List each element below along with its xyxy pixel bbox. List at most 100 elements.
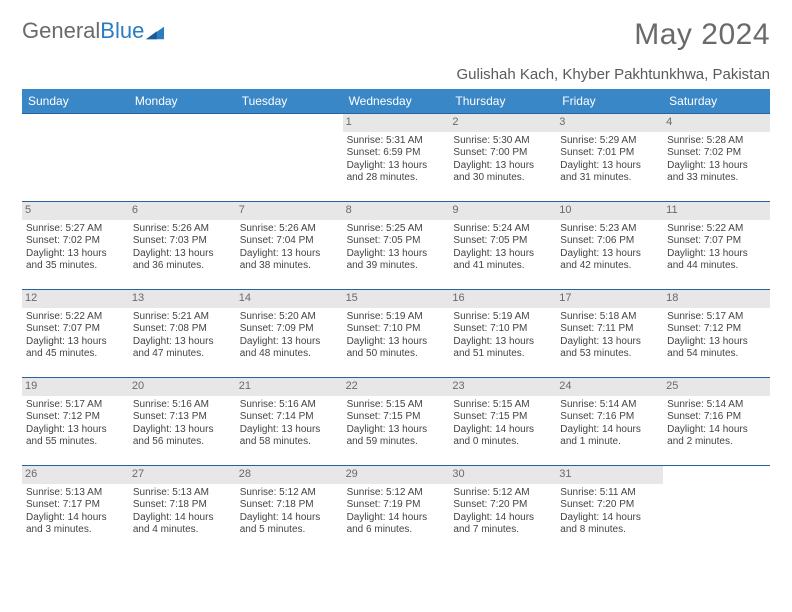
calendar-cell: 27Sunrise: 5:13 AMSunset: 7:18 PMDayligh… (129, 465, 236, 553)
sunrise-text: Sunrise: 5:14 AM (560, 399, 659, 412)
daylight-text: Daylight: 14 hours and 7 minutes. (453, 512, 552, 537)
sunrise-text: Sunrise: 5:12 AM (240, 487, 339, 500)
sunrise-text: Sunrise: 5:18 AM (560, 311, 659, 324)
sunrise-text: Sunrise: 5:26 AM (240, 223, 339, 236)
sunset-text: Sunset: 7:19 PM (347, 499, 446, 512)
day-number: 6 (129, 202, 236, 220)
daylight-text: Daylight: 13 hours and 55 minutes. (26, 424, 125, 449)
sunrise-text: Sunrise: 5:13 AM (26, 487, 125, 500)
day-number: 18 (663, 290, 770, 308)
day-number: 10 (556, 202, 663, 220)
sunrise-text: Sunrise: 5:15 AM (453, 399, 552, 412)
calendar-cell: 2Sunrise: 5:30 AMSunset: 7:00 PMDaylight… (449, 113, 556, 201)
calendar-cell: 12Sunrise: 5:22 AMSunset: 7:07 PMDayligh… (22, 289, 129, 377)
sunrise-text: Sunrise: 5:12 AM (453, 487, 552, 500)
day-header: Wednesday (343, 89, 450, 113)
calendar-cell: 1Sunrise: 5:31 AMSunset: 6:59 PMDaylight… (343, 113, 450, 201)
daylight-text: Daylight: 13 hours and 42 minutes. (560, 248, 659, 273)
sunrise-text: Sunrise: 5:12 AM (347, 487, 446, 500)
daylight-text: Daylight: 13 hours and 35 minutes. (26, 248, 125, 273)
sunrise-text: Sunrise: 5:31 AM (347, 135, 446, 148)
day-number: 3 (556, 114, 663, 132)
day-number: 21 (236, 378, 343, 396)
sunrise-text: Sunrise: 5:25 AM (347, 223, 446, 236)
calendar-cell: 7Sunrise: 5:26 AMSunset: 7:04 PMDaylight… (236, 201, 343, 289)
sunrise-text: Sunrise: 5:27 AM (26, 223, 125, 236)
daylight-text: Daylight: 13 hours and 53 minutes. (560, 336, 659, 361)
calendar-cell (663, 465, 770, 553)
daylight-text: Daylight: 13 hours and 36 minutes. (133, 248, 232, 273)
daylight-text: Daylight: 13 hours and 54 minutes. (667, 336, 766, 361)
sunset-text: Sunset: 7:00 PM (453, 147, 552, 160)
sunrise-text: Sunrise: 5:26 AM (133, 223, 232, 236)
calendar-cell: 9Sunrise: 5:24 AMSunset: 7:05 PMDaylight… (449, 201, 556, 289)
calendar-cell: 15Sunrise: 5:19 AMSunset: 7:10 PMDayligh… (343, 289, 450, 377)
sunset-text: Sunset: 7:12 PM (26, 411, 125, 424)
day-number: 7 (236, 202, 343, 220)
sunrise-text: Sunrise: 5:20 AM (240, 311, 339, 324)
calendar-cell: 31Sunrise: 5:11 AMSunset: 7:20 PMDayligh… (556, 465, 663, 553)
sunset-text: Sunset: 6:59 PM (347, 147, 446, 160)
daylight-text: Daylight: 13 hours and 56 minutes. (133, 424, 232, 449)
day-number: 11 (663, 202, 770, 220)
day-number: 9 (449, 202, 556, 220)
daylight-text: Daylight: 13 hours and 44 minutes. (667, 248, 766, 273)
daylight-text: Daylight: 14 hours and 6 minutes. (347, 512, 446, 537)
daylight-text: Daylight: 13 hours and 38 minutes. (240, 248, 339, 273)
calendar-cell: 6Sunrise: 5:26 AMSunset: 7:03 PMDaylight… (129, 201, 236, 289)
calendar-cell: 22Sunrise: 5:15 AMSunset: 7:15 PMDayligh… (343, 377, 450, 465)
calendar-cell (236, 113, 343, 201)
sunset-text: Sunset: 7:15 PM (347, 411, 446, 424)
day-number: 4 (663, 114, 770, 132)
day-number: 5 (22, 202, 129, 220)
sunrise-text: Sunrise: 5:14 AM (667, 399, 766, 412)
calendar-cell: 28Sunrise: 5:12 AMSunset: 7:18 PMDayligh… (236, 465, 343, 553)
sunrise-text: Sunrise: 5:17 AM (667, 311, 766, 324)
calendar-cell: 14Sunrise: 5:20 AMSunset: 7:09 PMDayligh… (236, 289, 343, 377)
daylight-text: Daylight: 13 hours and 58 minutes. (240, 424, 339, 449)
day-number: 26 (22, 466, 129, 484)
calendar-cell (129, 113, 236, 201)
sunrise-text: Sunrise: 5:21 AM (133, 311, 232, 324)
calendar-cell: 17Sunrise: 5:18 AMSunset: 7:11 PMDayligh… (556, 289, 663, 377)
brand-part1: General (22, 18, 100, 43)
calendar-cell: 5 Sunrise: 5:27 AMSunset: 7:02 PMDaylight… (22, 201, 129, 289)
sunrise-text: Sunrise: 5:22 AM (667, 223, 766, 236)
day-number: 29 (343, 466, 450, 484)
sunset-text: Sunset: 7:20 PM (453, 499, 552, 512)
calendar-cell (22, 113, 129, 201)
daylight-text: Daylight: 13 hours and 45 minutes. (26, 336, 125, 361)
header: GeneralBlue May 2024 (22, 18, 770, 52)
sunset-text: Sunset: 7:15 PM (453, 411, 552, 424)
calendar-cell: 29 Sunrise: 5:12 AMSunset: 7:19 PMDayligh… (343, 465, 450, 553)
calendar-cell: 19Sunrise: 5:17 AMSunset: 7:12 PMDayligh… (22, 377, 129, 465)
day-header: Monday (129, 89, 236, 113)
sunset-text: Sunset: 7:09 PM (240, 323, 339, 336)
day-number: 20 (129, 378, 236, 396)
sunrise-text: Sunrise: 5:30 AM (453, 135, 552, 148)
daylight-text: Daylight: 14 hours and 2 minutes. (667, 424, 766, 449)
sunset-text: Sunset: 7:12 PM (667, 323, 766, 336)
sunrise-text: Sunrise: 5:19 AM (347, 311, 446, 324)
sunrise-text: Sunrise: 5:11 AM (560, 487, 659, 500)
daylight-text: Daylight: 14 hours and 8 minutes. (560, 512, 659, 537)
sunset-text: Sunset: 7:01 PM (560, 147, 659, 160)
daylight-text: Daylight: 14 hours and 5 minutes. (240, 512, 339, 537)
calendar-cell: 25Sunrise: 5:14 AMSunset: 7:16 PMDayligh… (663, 377, 770, 465)
calendar-cell: 8Sunrise: 5:25 AMSunset: 7:05 PMDaylight… (343, 201, 450, 289)
daylight-text: Daylight: 14 hours and 0 minutes. (453, 424, 552, 449)
sunset-text: Sunset: 7:06 PM (560, 235, 659, 248)
calendar-cell: 11Sunrise: 5:22 AMSunset: 7:07 PMDayligh… (663, 201, 770, 289)
daylight-text: Daylight: 13 hours and 30 minutes. (453, 160, 552, 185)
sunset-text: Sunset: 7:16 PM (560, 411, 659, 424)
day-header: Tuesday (236, 89, 343, 113)
sunset-text: Sunset: 7:05 PM (347, 235, 446, 248)
day-number: 30 (449, 466, 556, 484)
day-header: Saturday (663, 89, 770, 113)
sunset-text: Sunset: 7:02 PM (26, 235, 125, 248)
day-number: 16 (449, 290, 556, 308)
sunrise-text: Sunrise: 5:23 AM (560, 223, 659, 236)
day-number: 14 (236, 290, 343, 308)
calendar-cell: 30 Sunrise: 5:12 AMSunset: 7:20 PMDayligh… (449, 465, 556, 553)
daylight-text: Daylight: 13 hours and 59 minutes. (347, 424, 446, 449)
